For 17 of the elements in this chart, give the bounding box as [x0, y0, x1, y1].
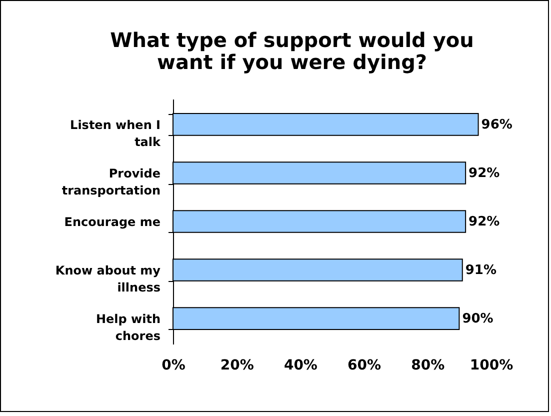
x-tick-label: 80% [411, 358, 445, 374]
chart-title: What type of support would you want if you were dying? [110, 28, 474, 74]
data-label: 90% [462, 312, 494, 327]
x-tick-label: 40% [284, 358, 318, 374]
y-tick-label: Know about my illness [55, 264, 161, 295]
y-tick-label: Listen when I talk [70, 118, 162, 149]
y-tick-label: Help with chores [96, 312, 160, 344]
y-tick-label: Encourage me [64, 215, 160, 229]
data-label: 96% [481, 117, 512, 132]
x-tick-label: 0% [162, 358, 186, 374]
data-label: 92% [468, 166, 500, 181]
data-label: 91% [465, 263, 497, 278]
x-tick-label: 20% [220, 358, 254, 374]
x-tick-label: 100% [470, 358, 514, 374]
x-tick-label: 60% [348, 358, 382, 374]
data-label: 92% [468, 214, 500, 230]
y-tick-label: Provide transportation [62, 166, 160, 198]
